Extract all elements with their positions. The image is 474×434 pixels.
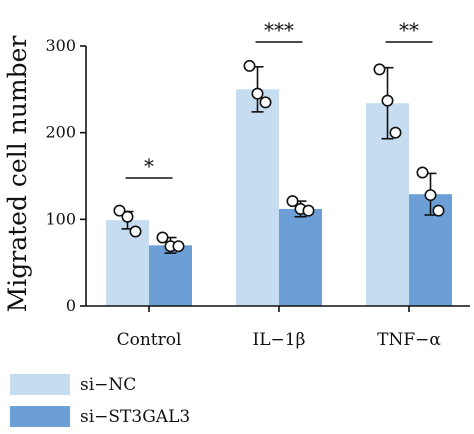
significance-layer: **** ** xyxy=(125,18,433,179)
significance-label-1: *** xyxy=(264,18,294,42)
axes-layer: 0 100 200 300 Control IL−1β TNF−α xyxy=(45,36,470,350)
data-point-1-0-2 xyxy=(172,240,185,253)
data-point-0-0-2 xyxy=(129,225,142,238)
data-point-0-1-2 xyxy=(259,96,272,109)
significance-label-0: * xyxy=(144,154,154,178)
x-tick-label-2: TNF−α xyxy=(377,330,441,350)
significance-label-2: ** xyxy=(399,18,419,42)
legend: si−NC si−ST3GAL3 xyxy=(10,374,190,427)
bar-1-1 xyxy=(279,208,322,306)
data-point-1-2-0 xyxy=(416,166,429,179)
bars-layer xyxy=(106,89,452,306)
legend-swatch-0 xyxy=(10,374,70,395)
y-tick-label-3: 300 xyxy=(45,36,76,55)
data-point-0-2-2 xyxy=(389,126,402,139)
bar-0-0 xyxy=(106,220,149,306)
data-point-0-1-1 xyxy=(251,87,264,100)
data-point-1-1-2 xyxy=(302,204,315,217)
legend-label-0: si−NC xyxy=(80,375,136,395)
y-tick-label-1: 100 xyxy=(45,209,76,228)
data-point-1-2-1 xyxy=(424,189,437,202)
legend-label-1: si−ST3GAL3 xyxy=(80,407,190,427)
data-point-1-2-2 xyxy=(432,204,445,217)
data-point-0-0-0 xyxy=(113,204,126,217)
x-tick-label-0: Control xyxy=(117,330,182,350)
y-tick-label-0: 0 xyxy=(66,296,76,315)
bar-1-0 xyxy=(149,245,192,306)
data-point-0-2-1 xyxy=(381,94,394,107)
bar-0-1 xyxy=(236,89,279,306)
data-point-0-0-1 xyxy=(121,210,134,223)
legend-swatch-1 xyxy=(10,406,70,427)
data-point-0-1-0 xyxy=(243,59,256,72)
x-tick-label-1: IL−1β xyxy=(253,330,306,350)
data-point-1-0-0 xyxy=(156,231,169,244)
y-tick-label-2: 200 xyxy=(45,123,76,142)
data-point-0-2-0 xyxy=(373,63,386,76)
y-axis-label: Migrated cell number xyxy=(3,36,32,313)
points-layer xyxy=(113,59,445,253)
data-point-1-1-0 xyxy=(286,195,299,208)
